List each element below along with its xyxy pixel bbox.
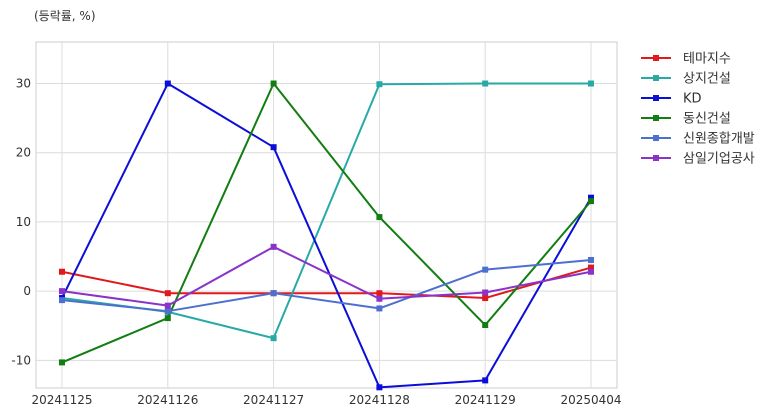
series-line — [61, 82, 592, 364]
legend-item: 신원종합개발 — [641, 132, 755, 147]
data-point — [588, 194, 594, 201]
x-tick-label: 20241127 — [243, 393, 304, 407]
data-point — [376, 81, 383, 88]
legend-swatch-marker — [653, 155, 659, 161]
data-point — [376, 305, 383, 312]
legend-item: 테마지수 — [641, 52, 731, 67]
data-point — [588, 80, 594, 87]
data-point — [482, 295, 489, 302]
y-tick-label: -10 — [11, 353, 31, 367]
legend-label: 테마지수 — [683, 52, 731, 67]
data-point — [482, 80, 489, 87]
x-tick-label: 20241128 — [349, 393, 410, 407]
y-axis: -10 0 10 20 30 — [11, 77, 31, 368]
series-group — [59, 80, 594, 391]
legend-swatch-marker — [653, 55, 659, 61]
data-point — [59, 297, 65, 304]
series — [59, 80, 594, 366]
data-point — [164, 308, 171, 315]
legend-label: 동신건설 — [683, 112, 731, 127]
legend-label: 삼일기업공사 — [683, 152, 755, 167]
y-tick-label: 10 — [16, 215, 31, 229]
data-point — [59, 359, 65, 366]
data-point — [376, 214, 383, 221]
y-unit-label: (등락률, %) — [34, 9, 96, 23]
y-tick-label: 20 — [16, 146, 31, 160]
data-point — [482, 289, 489, 296]
data-point — [376, 295, 383, 302]
plot-area — [35, 41, 618, 389]
legend-label: 신원종합개발 — [683, 132, 755, 147]
x-tick-label: 20241125 — [31, 393, 92, 407]
data-point — [482, 322, 489, 329]
x-tick-label: 20241126 — [137, 393, 198, 407]
series-line — [61, 258, 592, 313]
y-tick-label: 30 — [16, 77, 31, 91]
series — [59, 264, 594, 302]
data-point — [588, 256, 594, 263]
legend-item: 삼일기업공사 — [641, 152, 755, 167]
data-point — [588, 198, 594, 205]
series — [59, 80, 594, 391]
data-point — [482, 377, 489, 384]
data-point — [482, 266, 489, 273]
legend-label: 상지건설 — [683, 72, 731, 87]
legend-swatch-marker — [653, 115, 659, 121]
data-point — [376, 384, 383, 391]
data-point — [376, 290, 383, 297]
data-point — [270, 335, 277, 342]
series — [59, 256, 594, 315]
series-line — [61, 82, 592, 389]
data-point — [164, 290, 171, 297]
data-point — [588, 264, 594, 271]
grid — [36, 42, 617, 388]
data-point — [59, 268, 65, 275]
data-point — [164, 80, 171, 87]
legend-item: 동신건설 — [641, 112, 731, 127]
data-point — [270, 80, 277, 87]
legend-swatch-marker — [653, 135, 659, 141]
legend-swatch-marker — [653, 75, 659, 81]
data-point — [59, 288, 65, 295]
data-point — [270, 243, 277, 250]
data-point — [270, 290, 277, 297]
legend-item: 상지건설 — [641, 72, 731, 87]
series-line — [61, 266, 592, 300]
x-tick-label: 20250404 — [560, 393, 621, 407]
data-point — [164, 315, 171, 322]
data-point — [270, 144, 277, 151]
x-tick-label: 20241129 — [455, 393, 516, 407]
legend-label: KD — [683, 92, 702, 107]
series-line — [61, 245, 592, 307]
legend-item: KD — [641, 92, 702, 107]
y-tick-label: 0 — [23, 284, 31, 298]
x-axis: 20241125 20241126 20241127 20241128 20241129… — [31, 393, 621, 407]
legend-swatch-marker — [653, 95, 659, 101]
data-point — [164, 302, 171, 309]
series — [59, 243, 594, 309]
data-point — [588, 268, 594, 275]
